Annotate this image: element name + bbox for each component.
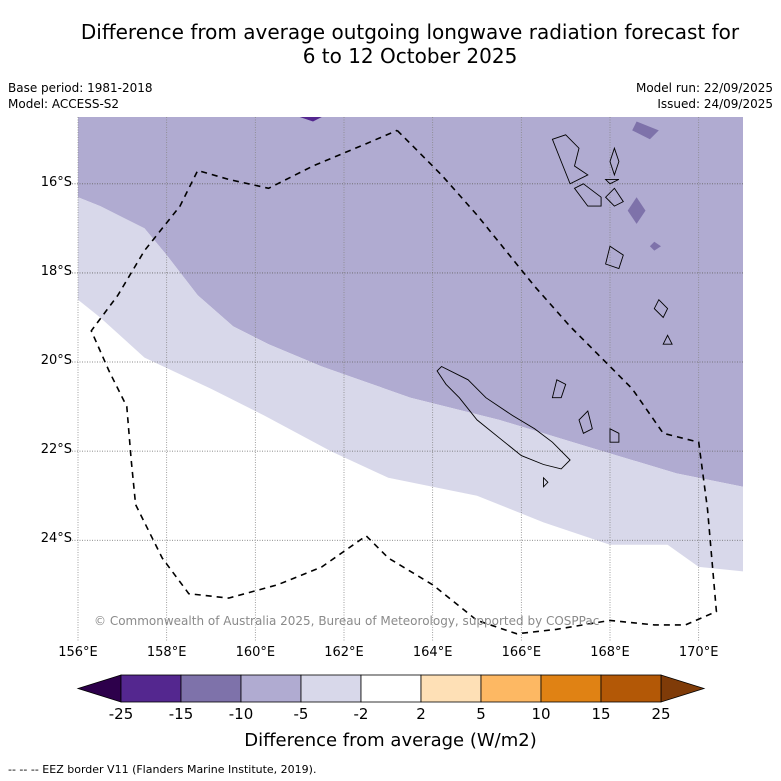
coastline-0 [436, 365, 571, 470]
coastline-4 [543, 476, 549, 488]
colorbar-tick-label: -15 [168, 705, 194, 723]
colorbar-tick-label: 25 [651, 705, 671, 723]
colorbar-segment [120, 674, 182, 703]
coastline-10 [653, 298, 669, 319]
colorbar-segment [480, 674, 542, 703]
eez-border [90, 129, 718, 635]
meta-right: Model run: 22/09/2025 Issued: 24/09/2025 [636, 80, 773, 112]
meta-left: Base period: 1981-2018 Model: ACCESS-S2 [8, 80, 153, 112]
lat-tick-label: 16°S [40, 174, 72, 190]
title-line-2: 6 to 12 October 2025 [302, 44, 518, 68]
colorbar-title: Difference from average (W/m2) [244, 730, 537, 751]
anomaly-region-2 [78, 197, 743, 572]
model-name: Model: ACCESS-S2 [8, 97, 120, 111]
colorbar-over-arrow [660, 674, 706, 703]
lon-tick-label: 168°E [590, 645, 630, 660]
colorbar-segment [180, 674, 242, 703]
colorbar [76, 674, 706, 703]
coastline-9 [605, 245, 624, 270]
coastline-11 [662, 334, 673, 345]
coastline-5 [551, 134, 589, 185]
anomaly-patch-3 [299, 117, 322, 122]
anomaly-region-1 [78, 117, 743, 487]
colorbar-tick-label: 5 [476, 705, 486, 723]
model-run: Model run: 22/09/2025 [635, 81, 773, 95]
graticule [72, 117, 743, 642]
anomaly-patch-2 [649, 241, 661, 251]
colorbar-tick-label: -2 [353, 705, 369, 723]
colorbar-under-arrow [76, 674, 122, 703]
issued-date: Issued: 24/09/2025 [657, 97, 773, 111]
eez-legend-note: -- -- -- EEZ border V11 (Flanders Marine… [8, 763, 317, 776]
colorbar-tick-label: 2 [416, 705, 426, 723]
colorbar-segment [540, 674, 602, 703]
coastlines [436, 134, 673, 488]
colorbar-tick-label: -10 [228, 705, 254, 723]
lat-tick-label: 22°S [40, 442, 72, 458]
colorbar-tick-label: 10 [531, 705, 551, 723]
coastline-3 [551, 379, 567, 399]
lat-tick-label: 20°S [40, 353, 72, 369]
anomaly-regions [78, 117, 743, 572]
colorbar-tick-label: -5 [293, 705, 309, 723]
colorbar-segment [240, 674, 302, 703]
lon-tick-label: 158°E [146, 645, 187, 660]
colorbar-segment [600, 674, 662, 703]
coastline-6 [573, 183, 602, 207]
lon-tick-label: 164°E [412, 645, 453, 660]
colorbar-tick-label: -25 [108, 705, 134, 723]
coastline-8 [604, 187, 624, 207]
coastline-7 [609, 146, 620, 177]
lon-tick-label: 156°E [58, 645, 98, 660]
anomaly-patch-0 [632, 121, 659, 140]
lon-tick-label: 170°E [678, 645, 719, 660]
coastline-2 [609, 428, 620, 443]
eez-border-line [90, 129, 718, 635]
lat-tick-label: 24°S [40, 531, 72, 547]
base-period: Base period: 1981-2018 [8, 81, 153, 95]
colorbar-segment [300, 674, 362, 703]
colorbar-segment [420, 674, 482, 703]
anomaly-patch-1 [627, 197, 646, 224]
lon-tick-label: 166°E [501, 645, 542, 660]
chart-title: Difference from average outgoing longwav… [0, 20, 781, 68]
colorbar-segment [360, 674, 422, 703]
lon-tick-label: 160°E [235, 645, 276, 660]
copyright-notice: © Commonwealth of Australia 2025, Bureau… [94, 614, 600, 628]
coastline-12 [604, 178, 620, 185]
lon-tick-label: 162°E [324, 645, 364, 660]
colorbar-tick-label: 15 [591, 705, 611, 723]
coastline-1 [578, 410, 593, 434]
title-line-1: Difference from average outgoing longwav… [80, 20, 740, 44]
lat-tick-label: 18°S [40, 263, 72, 279]
